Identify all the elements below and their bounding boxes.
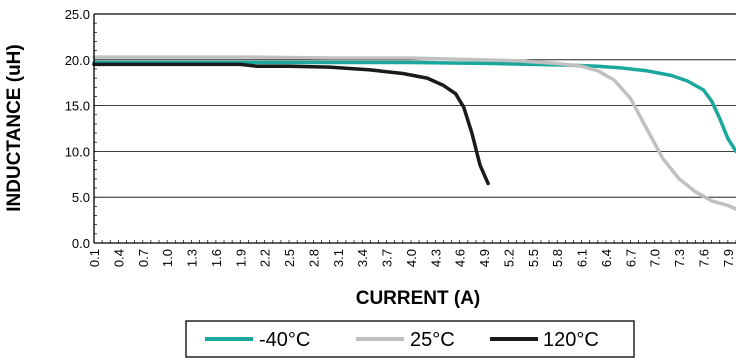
grid-lines: [94, 13, 736, 244]
x-tick-label-10: 3.1: [331, 249, 346, 267]
x-tick-label-4: 1.3: [185, 249, 200, 267]
x-tick-label-11: 3.4: [355, 249, 370, 267]
axes: [93, 13, 736, 244]
y-tick-label-1: 5.0: [72, 190, 90, 205]
y-tick-label-3: 15.0: [65, 99, 90, 114]
legend-label-series-0: -40°C: [259, 329, 310, 351]
x-tick-label-21: 6.4: [599, 249, 614, 267]
x-tick-label-25: 7.6: [696, 249, 711, 267]
series-line-1: [92, 55, 736, 211]
legend-label-series-1: 25°C: [410, 329, 455, 351]
y-tick-label-2: 10.0: [65, 144, 90, 159]
x-tick-label-0: 0.1: [87, 249, 102, 267]
x-tick-label-17: 5.2: [501, 249, 516, 267]
x-tick-label-24: 7.3: [672, 249, 687, 267]
x-tick-label-8: 2.5: [282, 249, 297, 267]
x-tick-label-12: 3.7: [380, 249, 395, 267]
y-tick-labels: 0.0 5.0 10.0 15.0 20.0 25.0: [65, 7, 90, 251]
legend: -40°C 25°C 120°C: [185, 320, 635, 358]
x-tick-label-18: 5.5: [526, 249, 541, 267]
x-tick-label-7: 2.2: [258, 249, 273, 267]
x-tick-label-2: 0.7: [136, 249, 151, 267]
x-axis-title: CURRENT (A): [356, 288, 481, 309]
x-tick-label-14: 4.3: [428, 249, 443, 267]
y-axis-title: INDUCTANCE (uH): [4, 44, 25, 211]
x-tick-label-6: 1.9: [233, 249, 248, 267]
y-tick-label-0: 0.0: [72, 236, 90, 251]
x-tick-label-16: 4.9: [477, 249, 492, 267]
x-tick-label-15: 4.6: [453, 249, 468, 267]
x-tick-label-20: 6.1: [575, 249, 590, 267]
x-tick-label-5: 1.6: [209, 249, 224, 267]
x-tick-label-22: 6.7: [623, 249, 638, 267]
x-tick-label-26: 7.9: [721, 249, 736, 267]
legend-box: [185, 320, 635, 358]
y-tick-label-4: 20.0: [65, 53, 90, 68]
y-tick-label-5: 25.0: [65, 7, 90, 22]
x-tick-label-19: 5.8: [550, 249, 565, 267]
series-line-0: [92, 60, 736, 154]
x-tick-label-13: 4.0: [404, 249, 419, 267]
x-tick-label-23: 7.0: [648, 249, 663, 267]
legend-label-series-2: 120°C: [543, 329, 599, 351]
x-tick-label-1: 0.4: [111, 249, 126, 267]
series-lines: [92, 55, 736, 211]
x-tick-label-3: 1.0: [160, 249, 175, 267]
minor-ticks: [93, 13, 736, 244]
x-tick-label-9: 2.8: [306, 249, 321, 267]
x-tick-labels: 0.1 0.4 0.7 1.0 1.3 1.6 1.9 2.2 2.5 2.8 3.1 3.4 3.7 4…: [87, 249, 736, 267]
series-line-2: [92, 62, 490, 186]
